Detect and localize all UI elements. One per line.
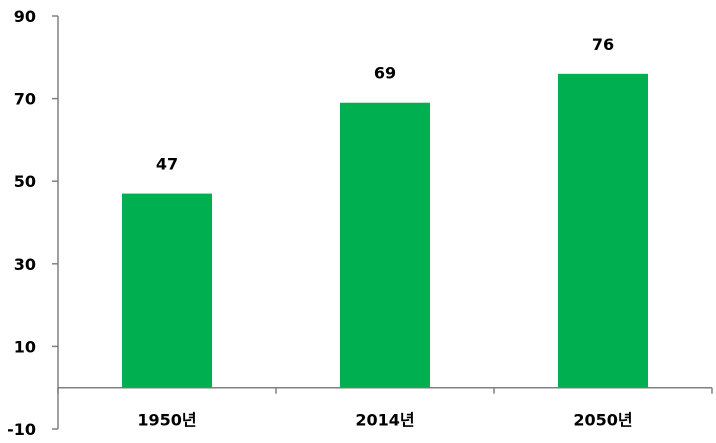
data-labels: 47 69 76	[156, 35, 614, 174]
bar	[122, 193, 212, 388]
y-tick-label: 70	[14, 90, 36, 109]
y-tick-label: 10	[14, 337, 36, 356]
bar	[340, 102, 430, 388]
category-label: 2050년	[573, 411, 632, 430]
bar-value-label: 69	[374, 64, 396, 83]
bar-value-label: 47	[156, 155, 178, 174]
bar-value-label: 76	[592, 35, 614, 54]
category-label: 1950년	[137, 411, 196, 430]
category-label: 2014년	[355, 411, 414, 430]
y-tick-label: -10	[7, 420, 36, 439]
y-tick-label: 90	[14, 7, 36, 26]
y-axis-ticks: -10 10 30 50 70 90	[7, 7, 58, 439]
y-tick-label: 50	[14, 172, 36, 191]
bar-series	[122, 73, 648, 388]
category-labels: 1950년 2014년 2050년	[137, 411, 632, 430]
x-axis-ticks	[57, 387, 713, 394]
bar	[558, 73, 648, 388]
y-tick-label: 30	[14, 255, 36, 274]
